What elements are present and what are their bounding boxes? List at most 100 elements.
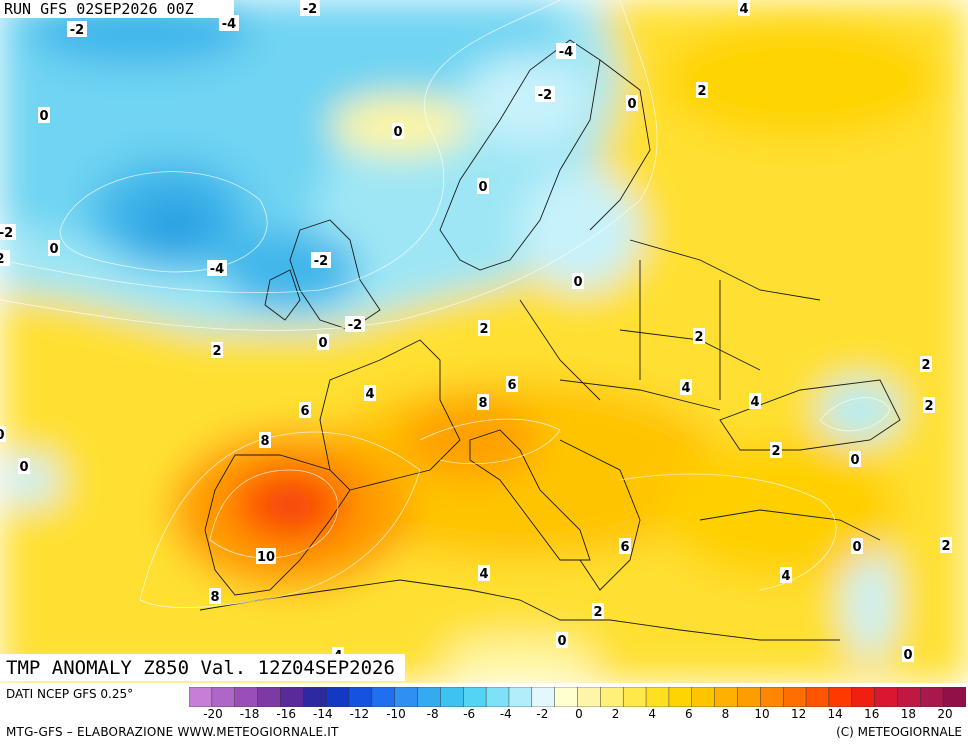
- contour-label: 2: [941, 539, 950, 554]
- contour-label-box: [38, 107, 50, 123]
- contour-label-box: [749, 393, 761, 409]
- contour-label-box: [477, 178, 489, 194]
- contour-label-box: [0, 250, 6, 266]
- contour-label-box: [923, 397, 935, 413]
- colorbar-tick-label: 6: [684, 707, 693, 721]
- contour-label-box: [506, 376, 518, 392]
- contour-label: 2: [212, 344, 221, 359]
- contour-label-box: [0, 426, 6, 442]
- contour-label: -4: [210, 262, 224, 277]
- colorbar-swatch: [645, 687, 670, 707]
- colorbar-swatch: [851, 687, 876, 707]
- colorbar: [189, 687, 966, 707]
- contour-label: 2: [593, 605, 602, 620]
- colorbar-tick-label: 4: [648, 707, 657, 721]
- colorbar-tick-label: 20: [937, 707, 953, 721]
- contour-label: 2: [771, 444, 780, 459]
- contour-label: -4: [559, 45, 573, 60]
- contour-label-box: [345, 316, 365, 332]
- contour-label-box: [209, 588, 221, 604]
- colorbar-tick-label: -8: [426, 707, 439, 721]
- contour-label: -2: [314, 254, 328, 269]
- contour-label: 8: [478, 396, 487, 411]
- colorbar-tick-label: 18: [900, 707, 917, 721]
- contour-label: 2: [694, 330, 703, 345]
- contour-label: 4: [739, 2, 748, 17]
- colorbar-tick-label: 14: [827, 707, 843, 721]
- colorbar-swatch: [782, 687, 807, 707]
- colorbar-swatch: [920, 687, 944, 707]
- contour-label: -2: [538, 88, 552, 103]
- contour-label: -2: [70, 23, 84, 38]
- contour-label: 2: [697, 84, 706, 99]
- contour-lines: [0, 0, 890, 608]
- colorbar-tick-label: -10: [386, 707, 406, 721]
- contour-label: -2: [348, 318, 362, 333]
- colorbar-swatch: [303, 687, 327, 707]
- contour-label-box: [851, 538, 863, 554]
- contour-label: 0: [852, 540, 861, 555]
- contour-label-box: [67, 21, 87, 37]
- contour-label-box: [211, 342, 223, 358]
- colorbar-swatch: [897, 687, 922, 707]
- contour-label-box: [556, 43, 576, 59]
- contour-label: 0: [39, 109, 48, 124]
- contour-label: 0: [318, 336, 327, 351]
- colorbar-swatch: [577, 687, 602, 707]
- colorbar-swatch: [760, 687, 784, 707]
- contour-label: 0: [19, 460, 28, 475]
- contour-label-box: [770, 442, 782, 458]
- contour-label-box: [849, 451, 861, 467]
- colorbar-tick-label: -4: [499, 707, 512, 721]
- contour-label: 8: [210, 590, 219, 605]
- contour-label-box: [207, 260, 227, 276]
- colorbar-swatch: [325, 687, 350, 707]
- colorbar-swatch: [668, 687, 693, 707]
- colorbar-swatch: [942, 687, 966, 707]
- colorbar-swatch: [462, 687, 487, 707]
- credit-right: (C) METEOGIORNALE: [836, 725, 962, 739]
- contour-label: 0: [49, 242, 58, 257]
- contour-label-box: [259, 432, 271, 448]
- colorbar-swatch: [737, 687, 762, 707]
- contour-label-box: [572, 273, 584, 289]
- contour-label-box: [0, 224, 16, 240]
- colorbar-swatch: [600, 687, 624, 707]
- colorbar-swatch: [828, 687, 853, 707]
- colorbar-tick-label: -20: [203, 707, 223, 721]
- contour-label-box: [478, 320, 490, 336]
- contour-label-box: [940, 537, 952, 553]
- contour-label: 4: [750, 395, 759, 410]
- contour-label: 0: [627, 97, 636, 112]
- run-title: RUN GFS 02SEP2026 00Z: [0, 0, 234, 18]
- colorbar-tick-label: -14: [312, 707, 333, 721]
- colorbar-tick-label: 16: [864, 707, 880, 721]
- contour-label: 0: [557, 634, 566, 649]
- contour-label-box: [48, 240, 60, 256]
- contour-label-box: [902, 646, 914, 662]
- contour-label: 4: [681, 381, 690, 396]
- colorbar-swatch: [371, 687, 396, 707]
- contour-label-box: [693, 328, 705, 344]
- contour-label-box: [364, 385, 376, 401]
- contour-label-box: [626, 95, 638, 111]
- colorbar-swatch: [234, 687, 259, 707]
- contour-label: 8: [260, 434, 269, 449]
- colorbar-swatch: [417, 687, 442, 707]
- colorbar-swatch: [211, 687, 236, 707]
- colorbar-tick-label: -12: [349, 707, 370, 721]
- colorbar-tick-label: -18: [239, 707, 260, 721]
- contour-label: 10: [257, 550, 275, 565]
- contour-label-box: [619, 538, 631, 554]
- credit-left: MTG-GFS – ELABORAZIONE WWW.METEOGIORNALE…: [6, 725, 339, 739]
- contour-label: 4: [479, 567, 488, 582]
- colorbar-swatch: [508, 687, 533, 707]
- colorbar-swatch: [805, 687, 830, 707]
- contour-label-box: [18, 458, 30, 474]
- contour-label-box: [592, 603, 604, 619]
- product-title: TMP ANOMALY Z850 Val. 12Z04SEP2026: [0, 654, 405, 681]
- colorbar-swatch: [348, 687, 373, 707]
- colorbar-tick-label: 2: [611, 707, 620, 721]
- colorbar-swatch: [257, 687, 282, 707]
- colorbar-swatch: [189, 687, 213, 707]
